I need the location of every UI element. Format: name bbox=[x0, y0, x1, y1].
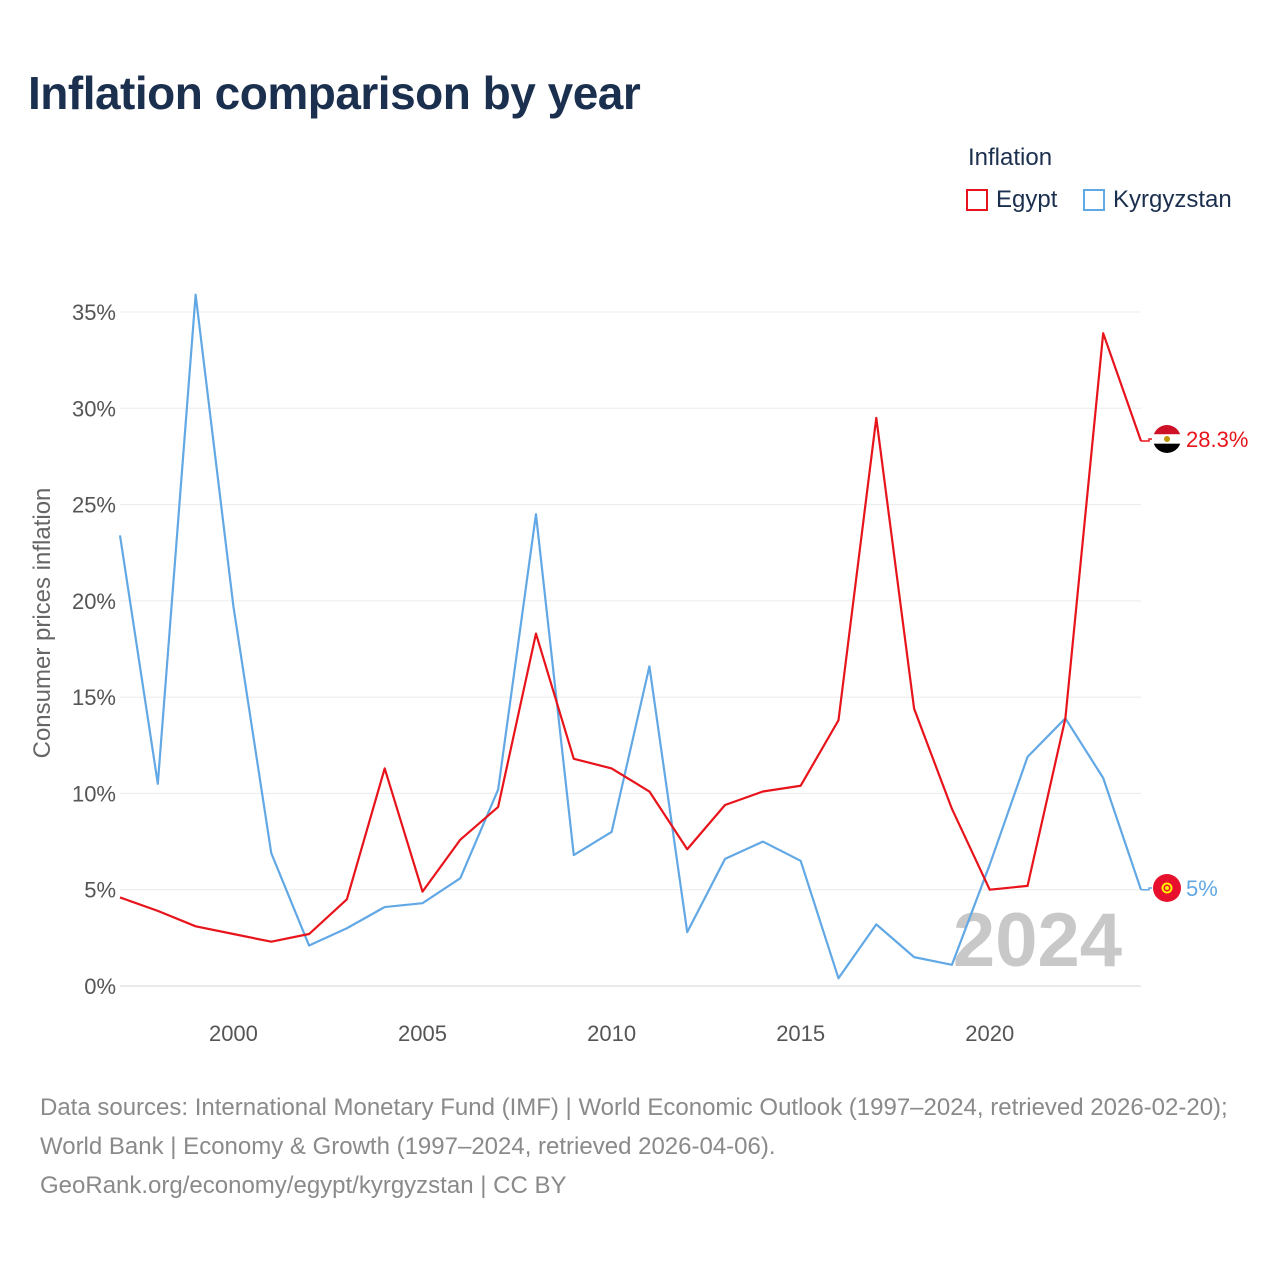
flag-kyrgyzstan-icon bbox=[1153, 874, 1181, 902]
legend-label-kyrgyzstan: Kyrgyzstan bbox=[1113, 186, 1232, 213]
end-label-kyrgyzstan: 5% bbox=[1186, 876, 1218, 901]
series-line-egypt[interactable] bbox=[119, 332, 1143, 943]
x-tick-label: 2000 bbox=[209, 1021, 258, 1046]
y-tick-label: 0% bbox=[84, 974, 116, 999]
legend-title: Inflation bbox=[968, 144, 1053, 171]
y-tick-label: 10% bbox=[72, 781, 116, 806]
y-tick-label: 35% bbox=[72, 300, 116, 325]
legend-item-egypt[interactable]: Egypt bbox=[966, 186, 1057, 214]
series-line-kyrgyzstan[interactable] bbox=[118, 293, 1143, 980]
end-connector-kyrgyzstan bbox=[1141, 887, 1152, 891]
legend-swatch-egypt bbox=[966, 189, 988, 211]
footer: Data sources: International Monetary Fun… bbox=[40, 1088, 1250, 1205]
end-label-egypt: 28.3% bbox=[1186, 427, 1248, 452]
x-tick-label: 2005 bbox=[398, 1021, 447, 1046]
end-connector-egypt bbox=[1141, 438, 1152, 442]
x-tick-label: 2010 bbox=[587, 1021, 636, 1046]
flag-egypt-icon bbox=[1153, 425, 1181, 453]
x-axis-ticks: 2000 2005 2010 2015 2020 bbox=[209, 1021, 1014, 1046]
legend-item-kyrgyzstan[interactable]: Kyrgyzstan bbox=[1083, 186, 1232, 214]
gridlines bbox=[120, 311, 1141, 987]
legend-label-egypt: Egypt bbox=[996, 186, 1058, 213]
y-tick-label: 30% bbox=[72, 396, 116, 421]
series-lines bbox=[118, 293, 1143, 980]
y-tick-label: 15% bbox=[72, 685, 116, 710]
y-axis-ticks: 0% 5% 10% 15% 20% 25% 30% 35% bbox=[72, 300, 116, 999]
source-link[interactable]: GeoRank.org/economy/egypt/kyrgyzstan | C… bbox=[40, 1172, 567, 1199]
y-axis-title: Consumer prices inflation bbox=[29, 488, 56, 759]
chart-title: Inflation comparison by year bbox=[28, 67, 641, 119]
y-tick-label: 5% bbox=[84, 878, 116, 903]
data-sources-text: Data sources: International Monetary Fun… bbox=[40, 1094, 1228, 1160]
line-chart: 0%5%10%15%20%25%30%35% 2000 2005 2010 2015 2… bbox=[29, 293, 1248, 1046]
x-tick-label: 2015 bbox=[776, 1021, 825, 1046]
year-watermark: 2024 bbox=[953, 898, 1122, 983]
y-tick-label: 20% bbox=[72, 589, 116, 614]
end-markers: 5% 28.3% bbox=[1141, 425, 1248, 902]
x-tick-label: 2020 bbox=[965, 1021, 1014, 1046]
y-tick-label: 25% bbox=[72, 493, 116, 518]
legend-swatch-kyrgyzstan bbox=[1083, 189, 1105, 211]
